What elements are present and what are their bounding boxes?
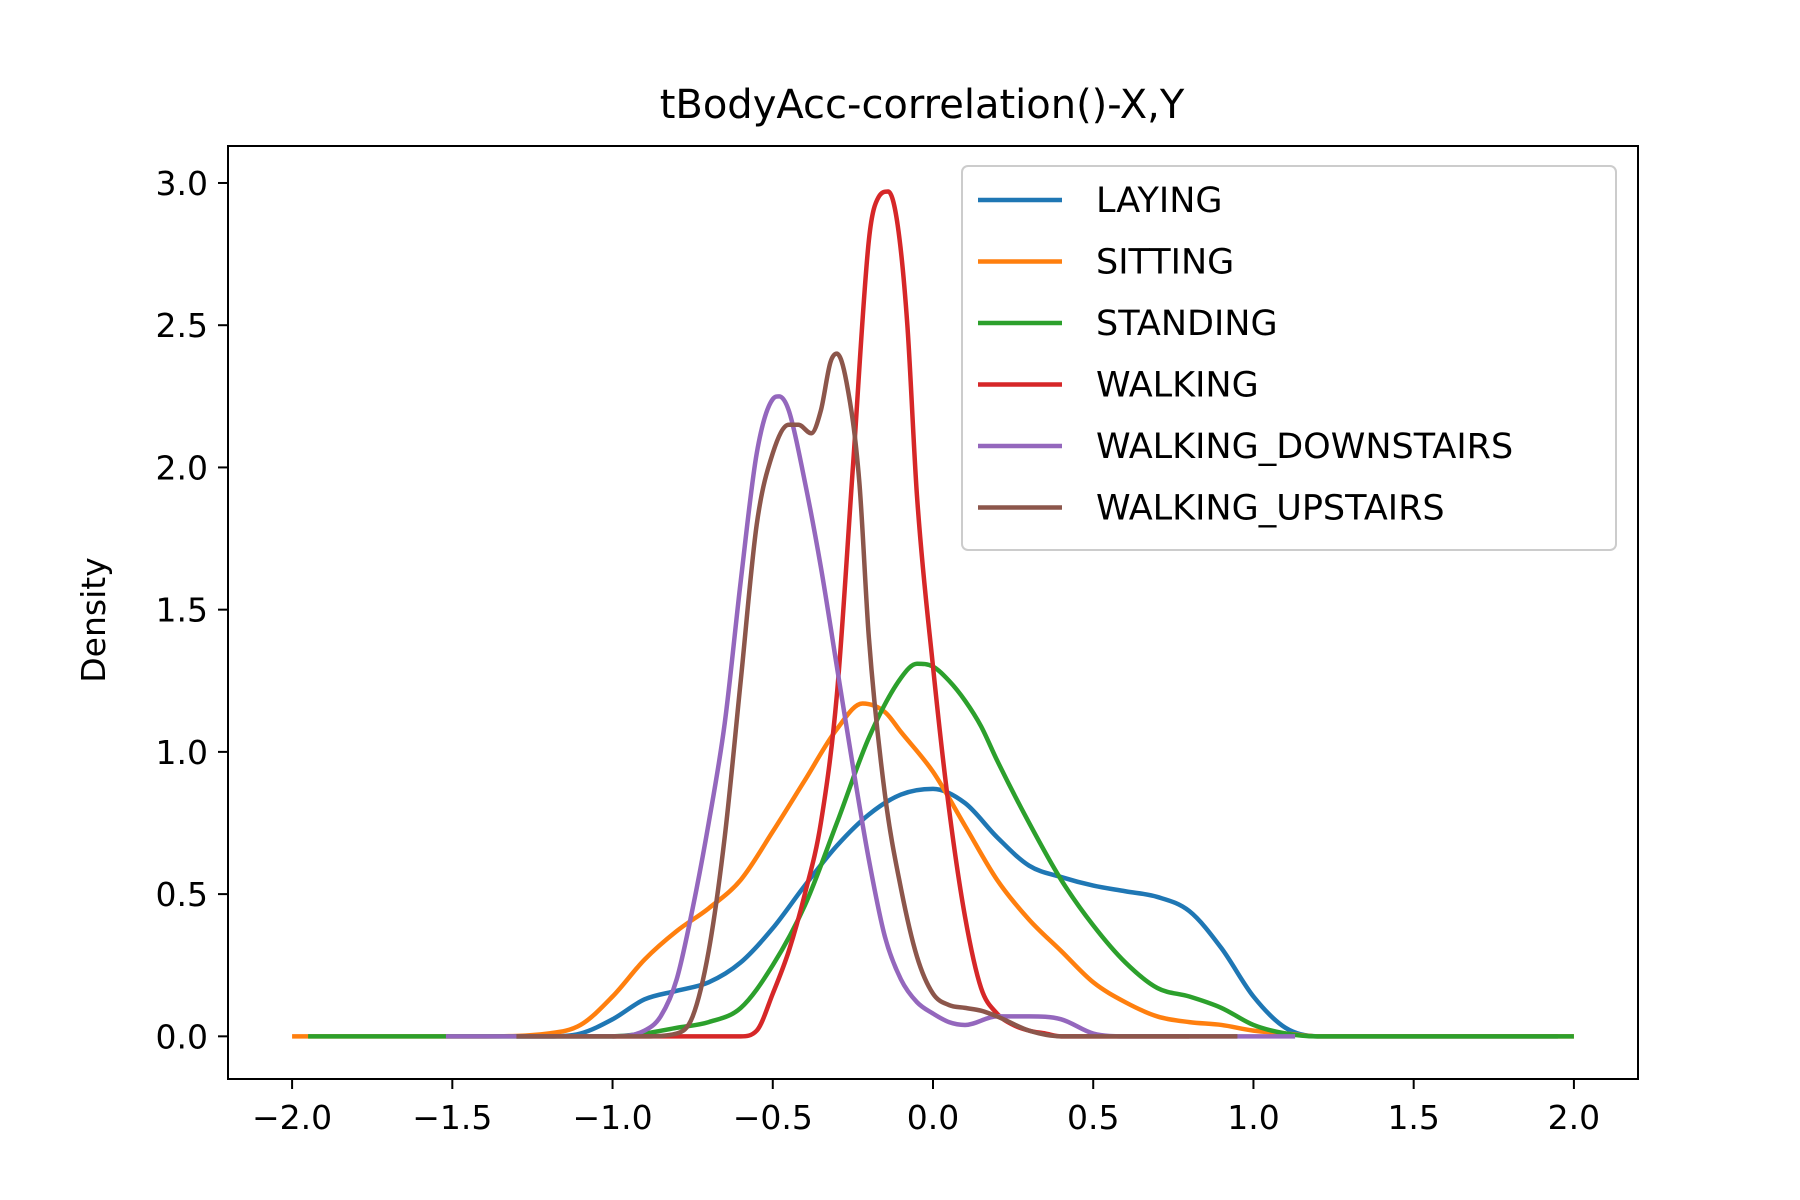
x-tick-label: 1.0: [1227, 1098, 1279, 1137]
legend-label-walking-upstairs: WALKING_UPSTAIRS: [1096, 489, 1445, 529]
y-tick-label: 1.0: [156, 733, 208, 772]
y-tick-label: 1.5: [156, 591, 208, 630]
x-tick-label: 2.0: [1548, 1098, 1600, 1137]
legend-frame: [961, 165, 1617, 551]
legend-label-standing: STANDING: [1096, 304, 1278, 344]
x-tick-label: −0.5: [733, 1098, 813, 1137]
x-tick-label: −2.0: [252, 1098, 332, 1137]
x-tick-label: 0.5: [1067, 1098, 1119, 1137]
y-axis: 0.0 0.5 1.0 1.5 2.0 2.5 3.0: [156, 164, 228, 1056]
chart-title: tBodyAcc-correlation()-X,Y: [660, 82, 1185, 128]
legend: LAYING SITTING STANDING WALKING WALKING_DOWN…: [961, 165, 1617, 551]
legend-items: LAYING SITTING STANDING WALKING WALKING_DOWN…: [978, 181, 1513, 529]
x-tick-label: 0.0: [907, 1098, 959, 1137]
series-line-standing: [308, 661, 1574, 1039]
y-tick-label: 2.0: [156, 448, 208, 487]
x-tick-label: −1.0: [572, 1098, 652, 1137]
legend-label-walking: WALKING: [1096, 366, 1259, 406]
y-tick-label: 0.5: [156, 875, 208, 914]
x-tick-label: −1.5: [412, 1098, 492, 1137]
x-axis: −2.0 −1.5 −1.0 −0.5 0.0 0.5 1.0 1.5 2.0: [252, 1079, 1600, 1137]
series-line-walking-upstairs: [516, 351, 1238, 1039]
legend-label-sitting: SITTING: [1096, 243, 1234, 283]
series-layer: [292, 189, 1574, 1039]
legend-label-walking-downstairs: WALKING_DOWNSTAIRS: [1096, 427, 1513, 467]
y-axis-label: Density: [74, 557, 113, 682]
series-line-walking-downstairs: [445, 394, 1296, 1039]
legend-label-laying: LAYING: [1096, 181, 1223, 221]
y-tick-label: 0.0: [156, 1017, 208, 1056]
x-tick-label: 1.5: [1387, 1098, 1439, 1137]
y-tick-label: 3.0: [156, 164, 208, 203]
y-tick-label: 2.5: [156, 306, 208, 345]
